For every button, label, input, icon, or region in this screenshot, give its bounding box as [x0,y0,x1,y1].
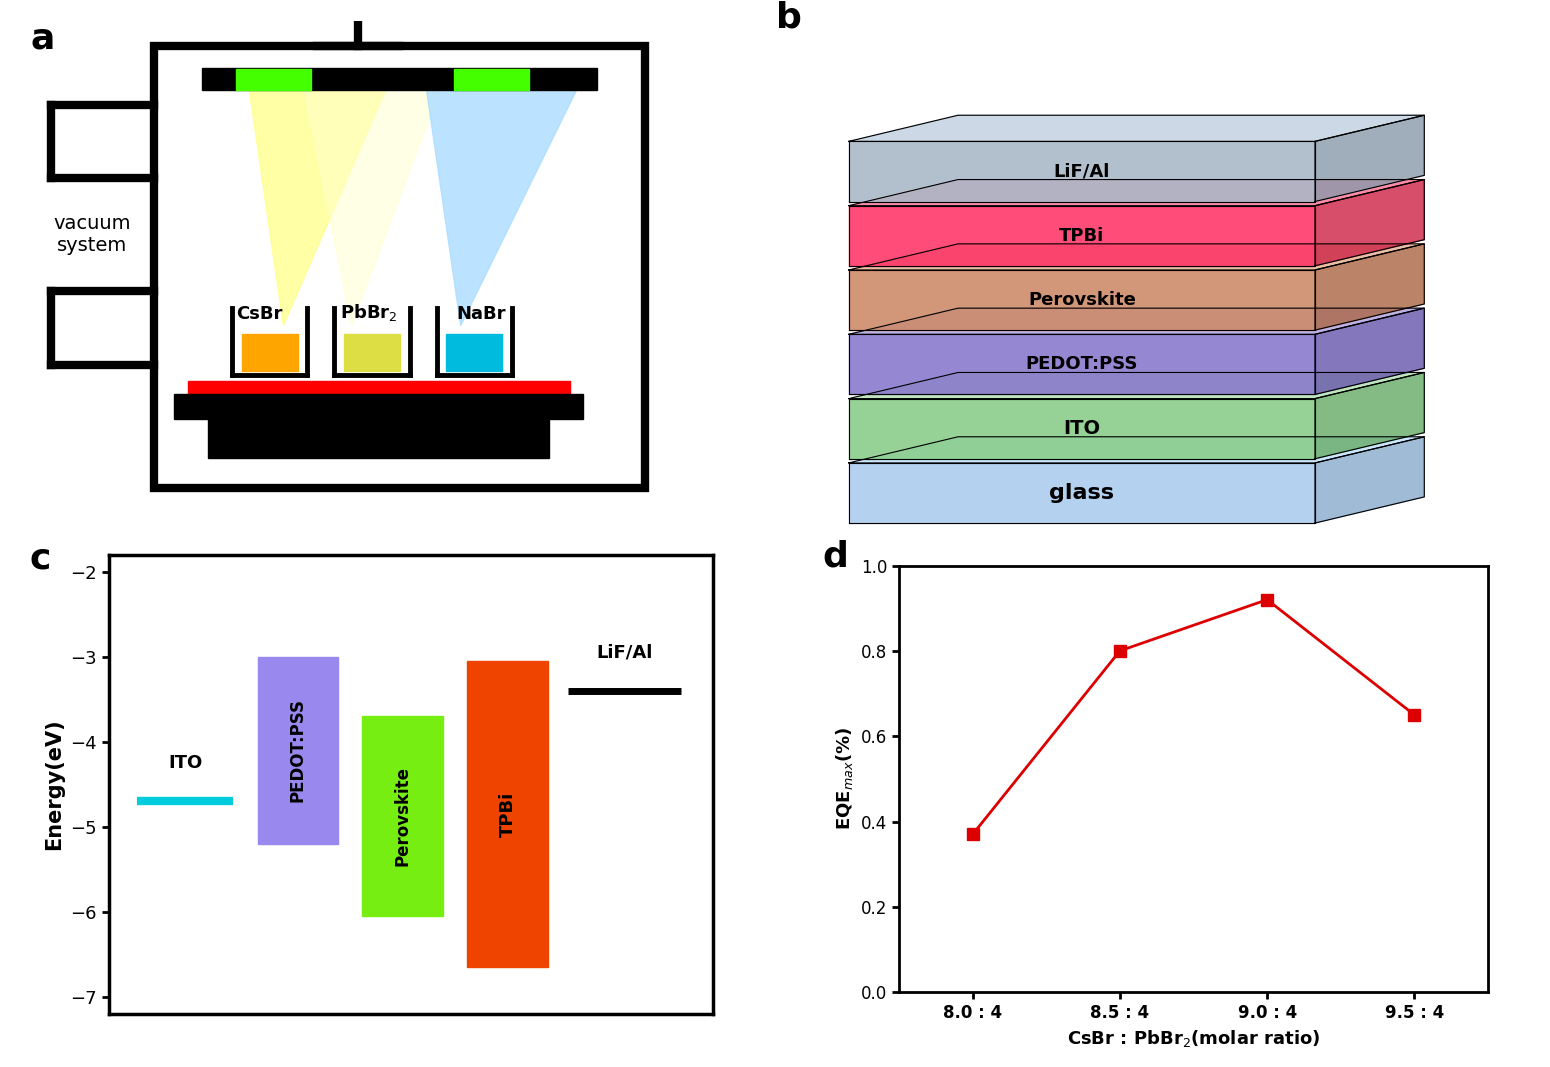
Bar [446,334,502,371]
X-axis label: CsBr : PbBr$_2$(molar ratio): CsBr : PbBr$_2$(molar ratio) [1066,1028,1321,1049]
Polygon shape [849,463,1314,523]
Bar [363,716,443,915]
Polygon shape [1314,308,1424,395]
Text: d: d [823,540,848,574]
Bar [153,46,645,488]
Bar [236,69,310,90]
Text: PEDOT:PSS: PEDOT:PSS [288,698,307,802]
Bar [208,419,549,458]
Text: TPBi: TPBi [499,792,516,837]
Text: Perovskite: Perovskite [394,766,412,865]
Text: vacuum
system: vacuum system [54,214,132,255]
Polygon shape [1314,115,1424,202]
Polygon shape [849,308,1424,334]
Polygon shape [849,270,1314,330]
Text: TPBi: TPBi [1059,227,1105,244]
Polygon shape [1314,179,1424,266]
Polygon shape [304,90,440,325]
Text: a: a [31,21,56,55]
Polygon shape [1314,436,1424,523]
Bar [454,69,529,90]
Bar [188,381,570,395]
Polygon shape [849,372,1424,399]
Text: LiF/Al: LiF/Al [597,643,653,662]
Bar [257,657,338,844]
Text: c: c [29,541,51,575]
Polygon shape [1314,372,1424,459]
Polygon shape [849,179,1424,206]
Text: ITO: ITO [1063,419,1100,439]
Bar [202,68,597,90]
Polygon shape [849,244,1424,270]
Text: PbBr$_2$: PbBr$_2$ [339,302,397,323]
Polygon shape [849,399,1314,459]
Polygon shape [849,206,1314,266]
Polygon shape [849,436,1424,463]
Bar [174,395,583,419]
Bar [344,334,400,371]
Polygon shape [426,90,577,325]
Polygon shape [250,90,386,325]
Bar [242,334,298,371]
Text: Perovskite: Perovskite [1028,291,1136,309]
Text: b: b [777,0,801,34]
Text: NaBr: NaBr [456,305,505,323]
Polygon shape [849,115,1424,142]
Y-axis label: EQE$_{max}$(%): EQE$_{max}$(%) [834,728,856,830]
Text: glass: glass [1049,483,1114,503]
Bar [467,662,547,967]
Polygon shape [849,334,1314,395]
Text: CsBr: CsBr [236,305,282,323]
Text: LiF/Al: LiF/Al [1054,162,1110,180]
Text: PEDOT:PSS: PEDOT:PSS [1026,355,1138,373]
Polygon shape [1314,244,1424,330]
Y-axis label: Energy(eV): Energy(eV) [45,718,65,850]
Text: ITO: ITO [167,753,202,771]
Polygon shape [849,142,1314,202]
